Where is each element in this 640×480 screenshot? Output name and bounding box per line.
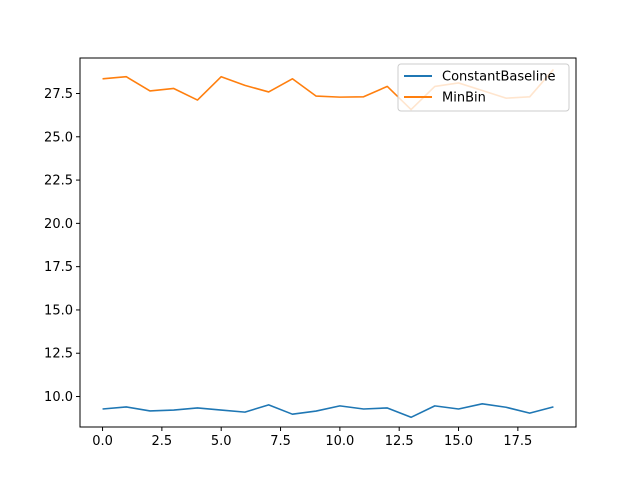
y-tick-label: 10.0 — [44, 390, 73, 405]
x-tick-label: 0.0 — [92, 434, 113, 449]
y-tick-label: 12.5 — [44, 347, 73, 362]
legend-label-min-bin: MinBin — [442, 91, 486, 106]
x-tick-label: 17.5 — [503, 434, 532, 449]
series-line-constant-baseline — [102, 402, 554, 419]
x-axis-ticks: 0.0 2.5 5.0 7.5 10.0 12.5 15.0 17.5 — [92, 427, 532, 449]
x-tick-label: 10.0 — [325, 434, 354, 449]
y-tick-label: 27.5 — [44, 87, 73, 102]
x-tick-label: 12.5 — [385, 434, 414, 449]
x-tick-label: 15.0 — [444, 434, 473, 449]
y-tick-label: 20.0 — [44, 217, 73, 232]
y-tick-label: 17.5 — [44, 260, 73, 275]
legend: ConstantBaseline MinBin — [397, 63, 570, 112]
y-axis-ticks: 10.0 12.5 15.0 17.5 20.0 22.5 25.0 27.5 — [44, 87, 80, 405]
plot-frame — [79, 57, 577, 428]
y-tick-label: 25.0 — [44, 130, 73, 145]
x-tick-label: 7.5 — [270, 434, 291, 449]
x-tick-label: 2.5 — [152, 434, 173, 449]
legend-label-constant-baseline: ConstantBaseline — [442, 70, 556, 85]
y-tick-label: 22.5 — [44, 174, 73, 189]
y-tick-label: 15.0 — [44, 303, 73, 318]
legend-box — [397, 63, 570, 112]
x-tick-label: 5.0 — [211, 434, 232, 449]
